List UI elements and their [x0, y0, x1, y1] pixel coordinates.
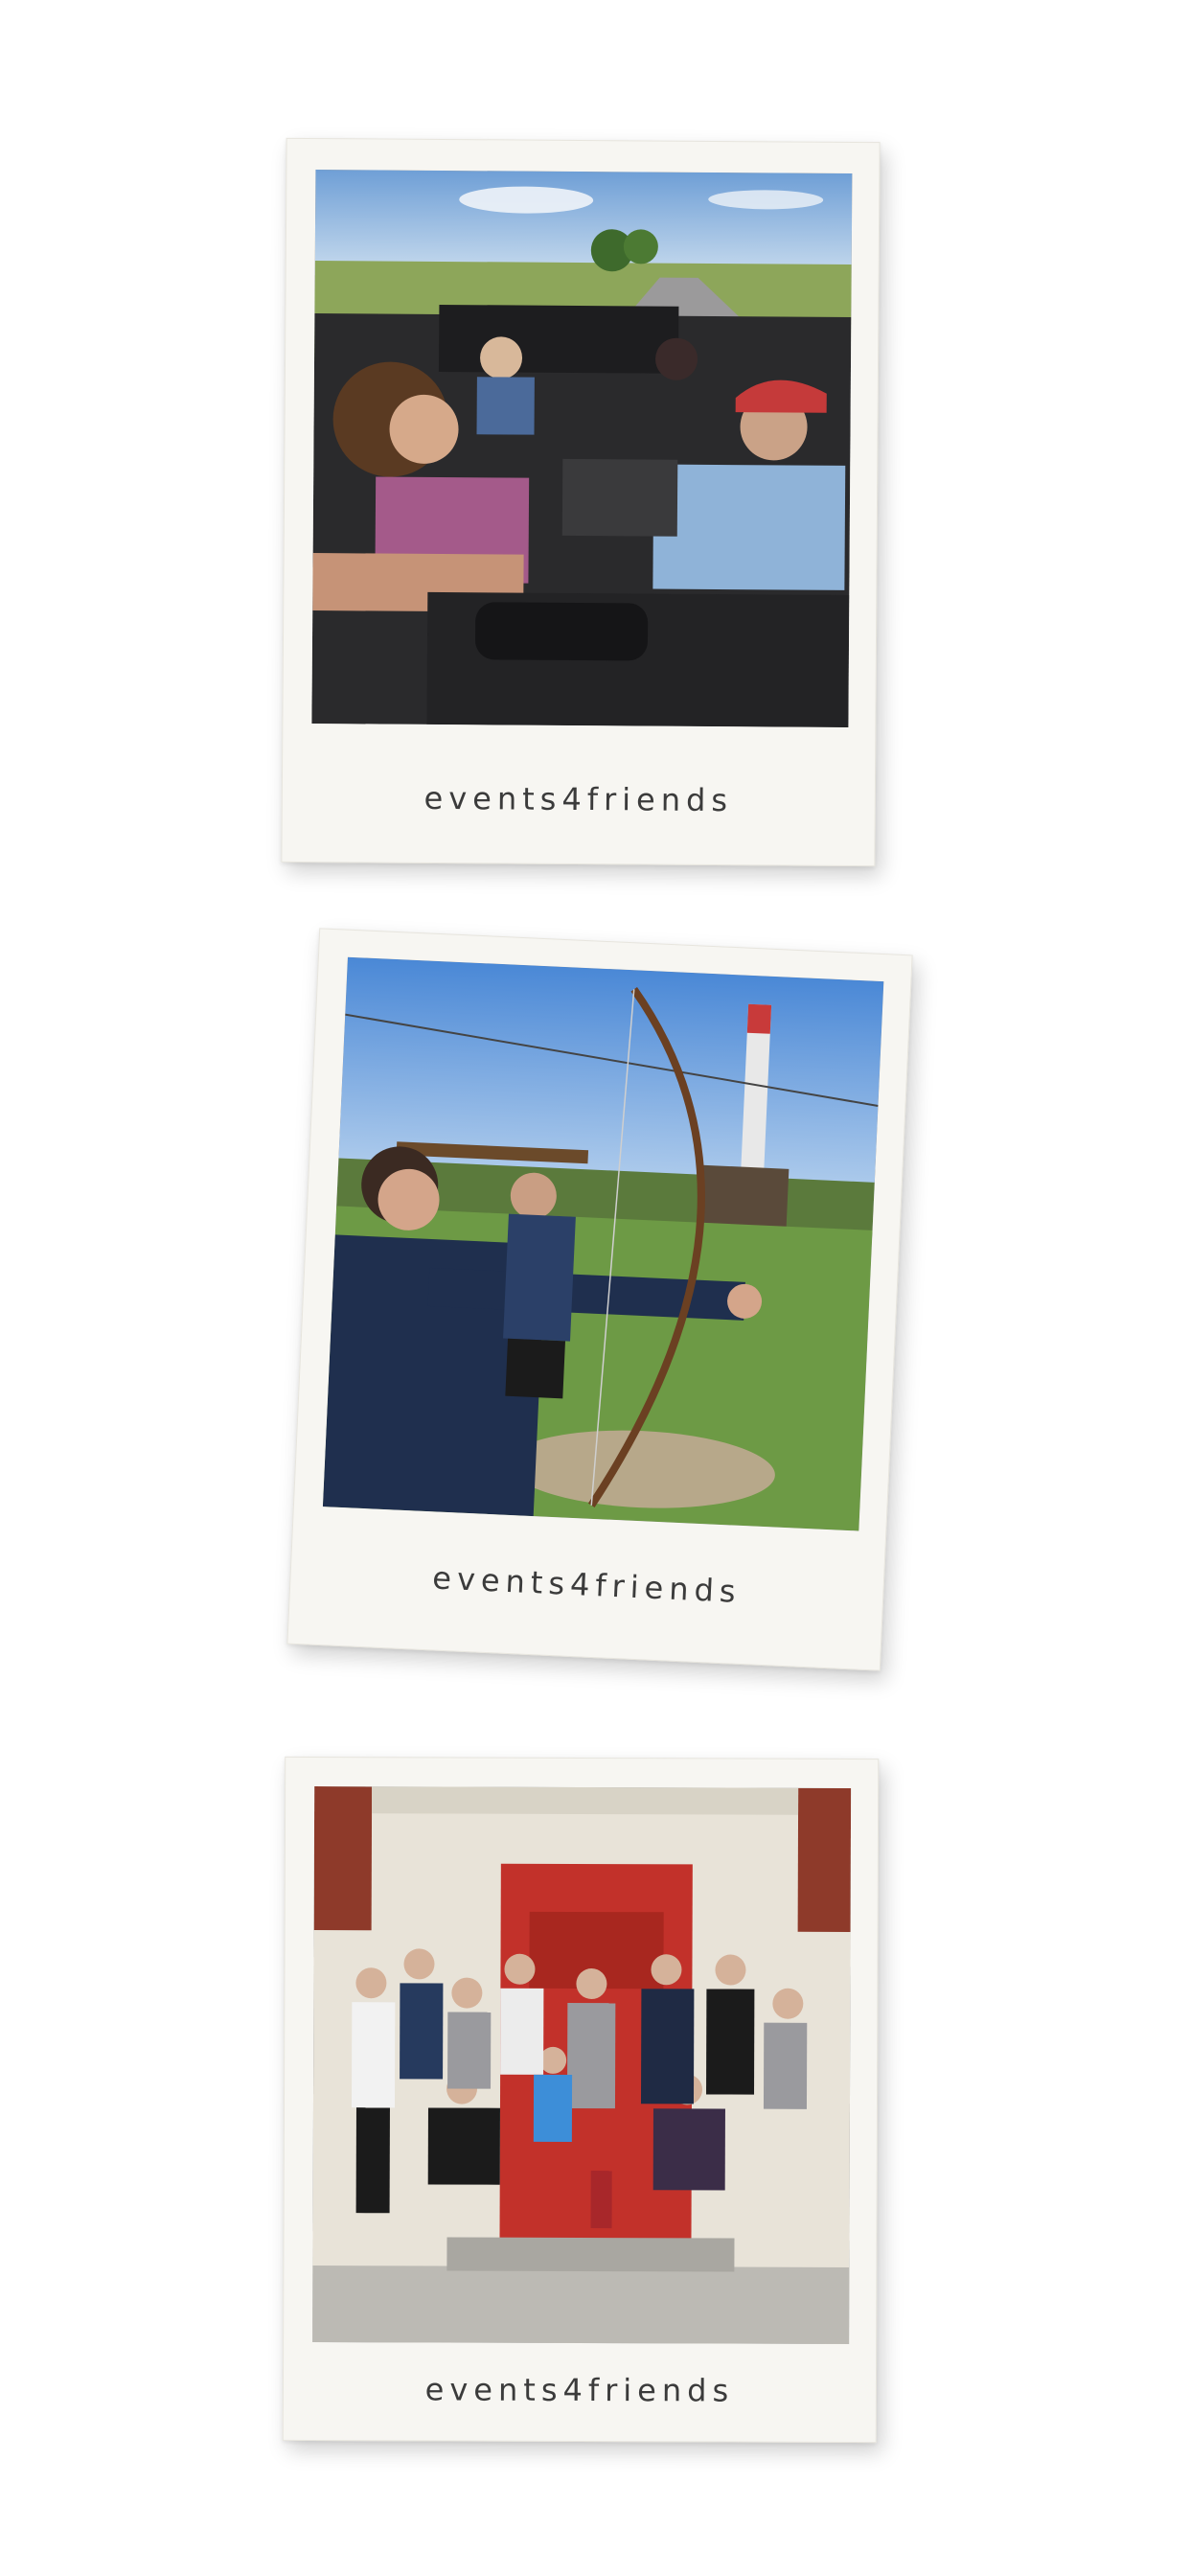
polaroid-caption: events4friends: [424, 2371, 735, 2409]
polaroid-card-3: events4friends: [282, 1756, 880, 2444]
archery-photo: [322, 956, 884, 1531]
polaroid-card-1: events4friends: [281, 137, 881, 867]
convertible-car-friends-photo: [311, 170, 853, 727]
polaroid-card-2: events4friends: [286, 928, 913, 1671]
cycling-group-photo: [312, 1786, 852, 2344]
polaroid-caption: events4friends: [431, 1559, 743, 1610]
polaroid-caption: events4friends: [423, 779, 734, 819]
